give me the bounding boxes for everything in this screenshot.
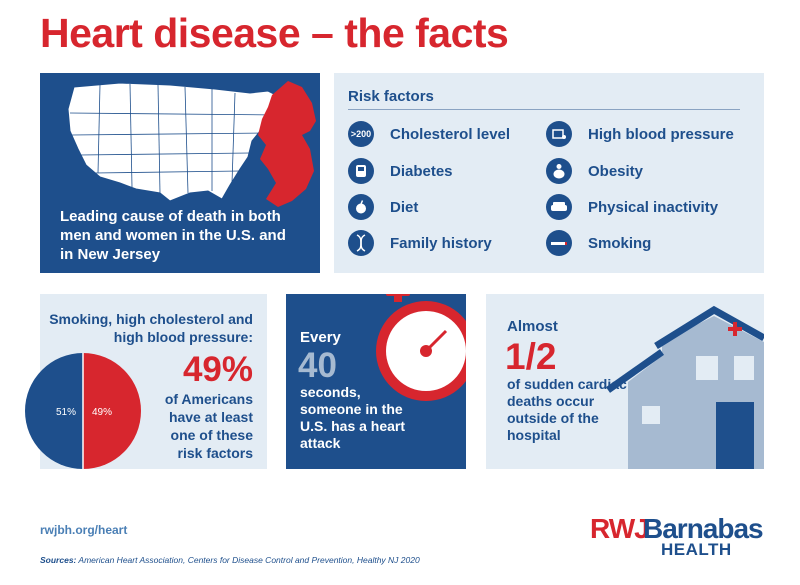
stat-lead: Almost [507, 318, 558, 335]
risk-item-diabetes: Diabetes [348, 157, 453, 185]
divider [348, 109, 740, 110]
stat-lead: Every [300, 329, 341, 346]
sources-text: American Heart Association, Centers for … [78, 555, 420, 565]
obesity-icon [546, 158, 572, 184]
risk-item-blood-pressure: High blood pressure [546, 120, 734, 148]
risk-item-obesity: Obesity [546, 157, 643, 185]
logo-rwj: RWJ [590, 513, 650, 544]
risk-factors-title: Risk factors [348, 88, 434, 105]
pie-label-51: 51% [56, 407, 76, 418]
risk-label: Diet [390, 198, 419, 216]
stat-percent: 49% [182, 350, 253, 389]
risk-label: Physical inactivity [588, 198, 719, 216]
pie-slice-51 [25, 353, 83, 469]
risk-label: Diabetes [390, 162, 453, 180]
heart-attack-stat-panel: Every 40 seconds, someone in the U.S. ha… [286, 294, 466, 469]
risk-factor-stat-panel: Smoking, high cholesterol and high blood… [25, 294, 267, 469]
cigarette-icon [546, 230, 572, 256]
risk-item-diet: Diet [348, 193, 418, 221]
cholesterol-icon: >200 [348, 121, 374, 147]
logo-barnabas: Barnabas [643, 513, 764, 544]
risk-label: Cholesterol level [390, 125, 511, 143]
couch-icon [546, 194, 572, 220]
stopwatch-icon [376, 294, 466, 401]
risk-item-family-history: Family history [348, 229, 492, 257]
cardiac-death-stat-panel: Almost 1/2 of sudden cardiac deaths occu… [486, 294, 764, 469]
risk-label: Obesity [588, 162, 644, 180]
pie-chart: 51% 49% [25, 353, 141, 469]
risk-label: High blood pressure [588, 125, 734, 143]
glucose-meter-icon [348, 158, 374, 184]
rwj-barnabas-health-logo: RWJ Barnabas HEALTH [590, 513, 765, 559]
logo-health: HEALTH [661, 540, 732, 559]
us-map-panel: Leading cause of death in both men and w… [40, 73, 320, 273]
risk-item-physical-inactivity: Physical inactivity [546, 193, 718, 221]
hospital-icon [605, 305, 764, 469]
risk-factors-panel: Risk factors >200 Cholesterol level High… [334, 73, 764, 273]
blood-pressure-cuff-icon [546, 121, 572, 147]
risk-item-cholesterol: >200 Cholesterol level [348, 120, 510, 148]
map-caption: Leading cause of death in both men and w… [60, 208, 286, 263]
dna-icon [348, 230, 374, 256]
pie-slice-49 [83, 353, 141, 469]
apple-icon [348, 194, 374, 220]
stat-description: of sudden cardiac deaths occur outside o… [507, 376, 627, 443]
risk-label: Smoking [588, 234, 652, 252]
stat-heading: Smoking, high cholesterol and high blood… [49, 311, 253, 345]
pie-label-49: 49% [92, 407, 112, 418]
stat-description: of Americans have at least one of these … [164, 391, 253, 461]
us-map-icon [67, 81, 316, 207]
stat-number: 40 [298, 346, 337, 385]
risk-label: Family history [390, 234, 492, 252]
website-link[interactable]: rwjbh.org/heart [40, 523, 128, 537]
sources-label: Sources: [40, 555, 77, 565]
page-title: Heart disease – the facts [40, 10, 509, 56]
sources-note: Sources: American Heart Association, Cen… [40, 555, 420, 565]
stat-number: 1/2 [505, 336, 557, 377]
risk-item-smoking: Smoking [546, 229, 651, 257]
stat-description: seconds, someone in the U.S. has a heart… [300, 384, 406, 451]
